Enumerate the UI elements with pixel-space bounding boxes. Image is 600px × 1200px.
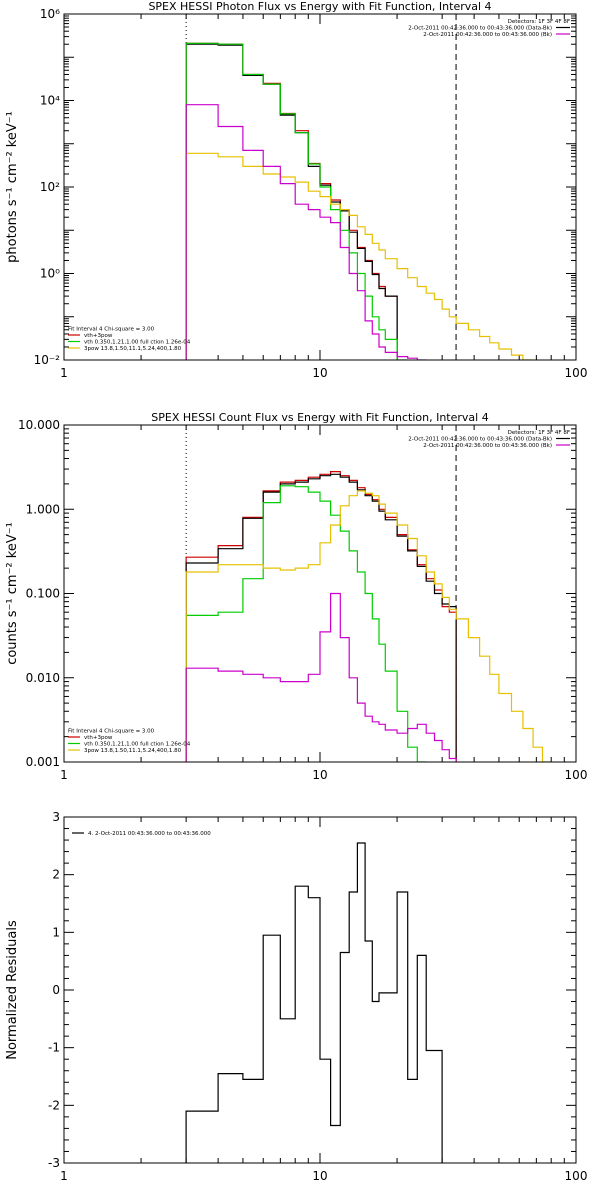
y-tick-label: 10⁴ — [40, 94, 60, 108]
y-axis-label: Normalized Residuals — [5, 920, 20, 1060]
y-tick-label: 0.010 — [26, 671, 60, 685]
x-tick-label: 1 — [60, 1169, 68, 1183]
legend-entry: 2-Oct-2011 00:42:36.000 to 00:43:36.000 … — [408, 26, 552, 32]
x-tick-label: 10 — [312, 768, 327, 782]
y-tick-label: 10.000 — [18, 418, 60, 432]
y-tick-label: 2 — [52, 868, 60, 882]
legend-entry: 2-Oct-2011 00:42:36.000 to 00:43:36.000 … — [408, 437, 552, 443]
legend-entry: vth+3pow — [84, 333, 113, 339]
legend-entry: 3pow 13.8,1.50,11.1,5.24,400,1.80 — [84, 748, 182, 754]
legend-entry: 3pow 13.8,1.50,11.1,5.24,400,1.80 — [84, 346, 182, 352]
y-tick-label: 0.100 — [26, 587, 60, 601]
y-tick-label: 0.001 — [26, 755, 60, 769]
y-axis-label: photons s⁻¹ cm⁻² keV⁻¹ — [5, 111, 20, 263]
legend-entry: vth+3pow — [84, 735, 113, 741]
chart-2: SPEX HESSI Count Flux vs Energy with Fit… — [5, 411, 587, 782]
legend-entry: Detectors: 1F 3F 4F 8F — [508, 19, 570, 25]
series-line — [185, 471, 457, 762]
chart-3: Normalized Residuals 1 10 100 -3 -2 -1 0 1 2 3 4. 2… — [5, 810, 587, 1183]
y-axis-label: counts s⁻¹ cm⁻² keV⁻¹ — [5, 522, 20, 665]
x-tick-label: 10 — [312, 1169, 327, 1183]
series-line — [185, 592, 457, 762]
legend-entry: 4. 2-Oct-2011 00:43:36.000 to 00:43:36.0… — [88, 831, 211, 837]
x-tick-label: 100 — [565, 1169, 588, 1183]
plot-frame — [63, 424, 577, 763]
y-tick-label: -2 — [48, 1098, 60, 1112]
legend-entry: vth 0.350,1.21,1.00 full ction 1.26e-04 — [84, 742, 191, 748]
legend-title: Fit Interval 4 Chi-square = 3.00 — [68, 327, 155, 333]
y-tick-label: 10⁰ — [40, 267, 60, 281]
y-tick-label: 0 — [52, 983, 60, 997]
y-tick-label: 1.000 — [26, 502, 60, 516]
legend-entry: 2-Oct-2011 00:42:36.000 to 00:43:36.000 … — [423, 32, 552, 38]
legend-title: Fit Interval 4 Chi-square = 3.00 — [68, 729, 155, 735]
series-line — [185, 485, 427, 762]
chart-title: SPEX HESSI Count Flux vs Energy with Fit… — [151, 411, 488, 424]
chart-1: SPEX HESSI Photon Flux vs Energy with Fi… — [5, 0, 587, 380]
series-group — [185, 471, 552, 762]
y-tick-label: 1 — [52, 925, 60, 939]
series-group — [185, 42, 534, 360]
y-tick-label: 10⁶ — [40, 7, 60, 21]
y-tick-label: 10⁻² — [34, 353, 61, 367]
legend-entry: vth 0.350,1.21,1.00 full ction 1.26e-04 — [84, 340, 191, 346]
y-tick-label: 10² — [40, 180, 60, 194]
plot-frame — [63, 816, 577, 1164]
x-tick-label: 100 — [565, 768, 588, 782]
legend-entry: Detectors: 1F 3F 4F 8F — [508, 430, 570, 436]
y-tick-label: -3 — [48, 1156, 60, 1170]
series-line — [185, 473, 457, 762]
series-line — [185, 104, 427, 360]
chart-title: SPEX HESSI Photon Flux vs Energy with Fi… — [148, 0, 491, 13]
legend-entry: 2-Oct-2011 00:42:36.000 to 00:43:36.000 … — [423, 443, 552, 449]
series-line — [185, 152, 534, 360]
series-group — [185, 842, 443, 1163]
x-tick-label: 1 — [60, 768, 68, 782]
x-tick-label: 1 — [60, 366, 68, 380]
series-line — [185, 42, 408, 360]
series-line — [185, 842, 443, 1163]
y-tick-label: 3 — [52, 810, 60, 824]
x-tick-label: 10 — [312, 366, 327, 380]
y-tick-label: -1 — [48, 1041, 60, 1055]
x-tick-label: 100 — [565, 366, 588, 380]
series-line — [185, 490, 552, 762]
plot-frame — [63, 13, 577, 361]
